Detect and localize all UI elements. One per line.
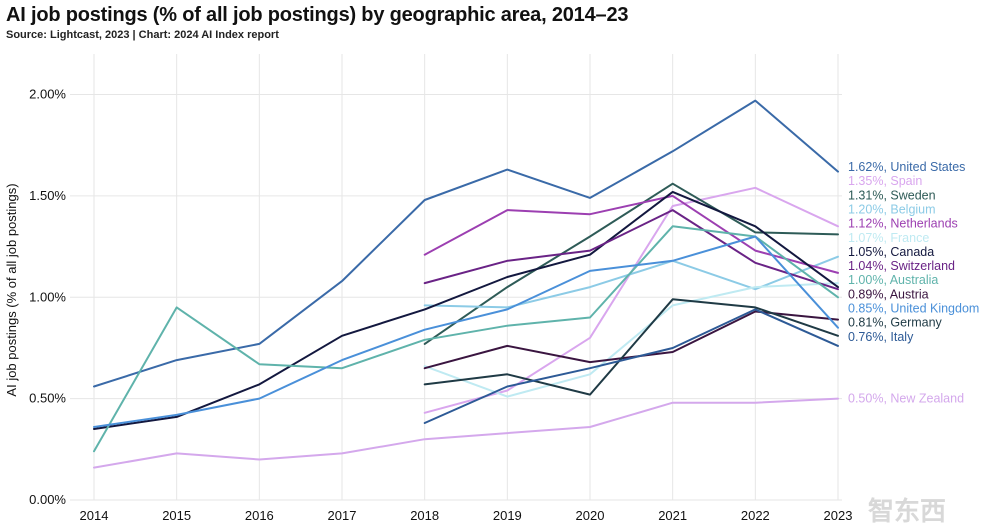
series-label-canada: 1.05%, Canada [848, 245, 934, 259]
series-line-sweden [423, 182, 839, 345]
y-axis-title: AI job postings (% of all job postings) [4, 183, 19, 396]
x-tick-label: 2016 [245, 508, 274, 523]
x-axis-ticks: 2014 2015 2016 2017 2018 2019 2020 2021 2022 2023 [80, 508, 853, 523]
x-tick-label: 2014 [80, 508, 109, 523]
series-line-canada [93, 190, 839, 430]
series-label-germany: 0.81%, Germany [848, 316, 943, 330]
series-line-italy [423, 308, 839, 424]
series-line-netherlands [423, 194, 839, 274]
x-tick-label: 2021 [658, 508, 687, 523]
series-line-new-zealand [93, 397, 839, 469]
series-label-sweden: 1.31%, Sweden [848, 188, 936, 202]
x-tick-label: 2017 [328, 508, 357, 523]
gridlines [70, 54, 842, 501]
chart-title: AI job postings (% of all job postings) … [6, 4, 629, 26]
series-label-spain: 1.35%, Spain [848, 174, 922, 188]
y-tick-label: 1.50% [29, 188, 66, 203]
series-label-united-states: 1.62%, United States [848, 160, 965, 174]
y-tick-label: 1.00% [29, 289, 66, 304]
series-label-netherlands: 1.12%, Netherlands [848, 217, 958, 231]
series-label-france: 1.07%, France [848, 231, 929, 245]
x-tick-label: 2018 [410, 508, 439, 523]
series-label-australia: 1.00%, Australia [848, 273, 938, 287]
x-tick-label: 2020 [576, 508, 605, 523]
watermark: 智东西 [868, 496, 946, 527]
y-tick-label: 0.50% [29, 391, 66, 406]
y-tick-label: 0.00% [29, 492, 66, 507]
x-tick-label: 2022 [741, 508, 770, 523]
series-line-united-kingdom [93, 235, 839, 428]
series-line-belgium [423, 255, 839, 309]
y-tick-label: 2.00% [29, 87, 66, 102]
series-line-australia [93, 225, 839, 453]
series-label-belgium: 1.20%, Belgium [848, 202, 936, 216]
y-axis-ticks: 0.00% 0.50% 1.00% 1.50% 2.00% [29, 87, 66, 507]
series-label-new-zealand: 0.50%, New Zealand [848, 392, 964, 406]
x-tick-label: 2015 [162, 508, 191, 523]
series-lines [93, 99, 839, 469]
series-label-switzerland: 1.04%, Switzerland [848, 259, 955, 273]
series-line-united-states [93, 99, 839, 388]
series-label-italy: 0.76%, Italy [848, 330, 914, 344]
series-label-united-kingdom: 0.85%, United Kingdom [848, 302, 979, 316]
series-label-austria: 0.89%, Austria [848, 287, 929, 301]
series-line-switzerland [423, 209, 839, 291]
chart-subtitle: Source: Lightcast, 2023 | Chart: 2024 AI… [6, 29, 279, 41]
x-tick-label: 2023 [824, 508, 853, 523]
series-line-germany [423, 298, 839, 396]
x-tick-label: 2019 [493, 508, 522, 523]
